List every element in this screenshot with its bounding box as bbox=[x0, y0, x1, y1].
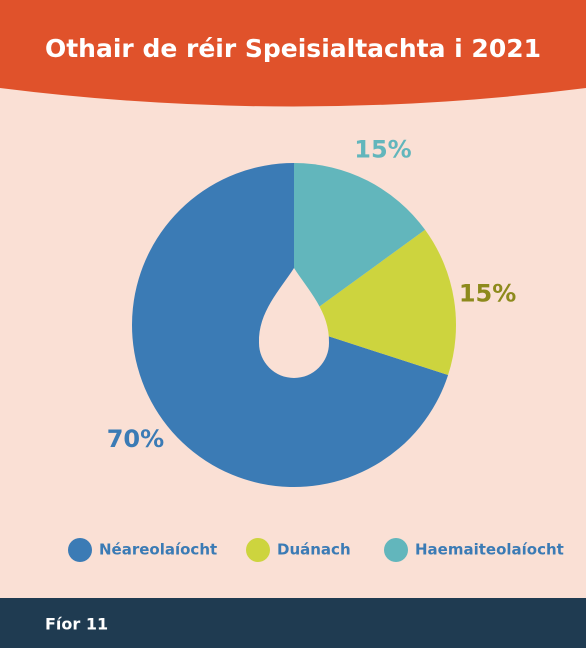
data-label: 15% bbox=[459, 279, 516, 307]
center-drop bbox=[258, 268, 330, 378]
pie-slice bbox=[294, 229, 457, 376]
legend-label: Duánach bbox=[277, 541, 351, 559]
footer-label: Fíor 11 bbox=[45, 615, 108, 634]
legend-swatch bbox=[246, 538, 270, 562]
title-banner bbox=[0, 0, 586, 107]
legend-label: Néareolaíocht bbox=[99, 541, 217, 559]
pie-slice bbox=[294, 163, 426, 325]
data-label: 15% bbox=[354, 135, 411, 163]
legend-swatch bbox=[384, 538, 408, 562]
footer-bar bbox=[0, 598, 586, 648]
data-label: 70% bbox=[107, 425, 164, 453]
legend-swatch bbox=[68, 538, 92, 562]
chart-title: Othair de réir Speisialtachta i 2021 bbox=[45, 34, 541, 63]
legend-label: Haemaiteolaíocht bbox=[415, 541, 564, 559]
